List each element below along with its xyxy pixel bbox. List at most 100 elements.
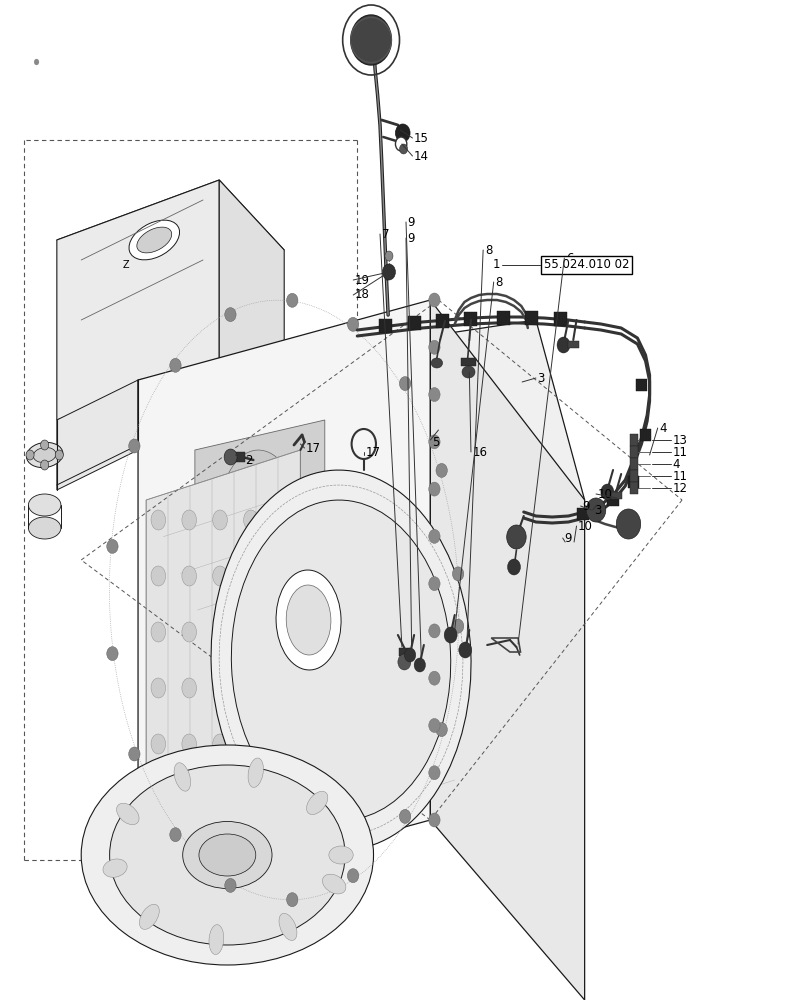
Polygon shape <box>629 458 637 470</box>
Circle shape <box>428 482 440 496</box>
Circle shape <box>384 251 393 261</box>
Ellipse shape <box>182 734 196 754</box>
Text: 11: 11 <box>672 446 686 458</box>
Text: 4: 4 <box>672 458 679 471</box>
Polygon shape <box>398 648 410 656</box>
Ellipse shape <box>328 846 353 864</box>
Text: 10: 10 <box>597 488 611 500</box>
Text: 17: 17 <box>365 446 380 458</box>
Text: 2: 2 <box>245 454 252 466</box>
Ellipse shape <box>28 494 61 516</box>
Text: 6: 6 <box>565 251 573 264</box>
Polygon shape <box>629 434 637 446</box>
Circle shape <box>452 619 463 633</box>
Circle shape <box>428 529 440 543</box>
Ellipse shape <box>212 678 227 698</box>
Circle shape <box>41 460 49 470</box>
Ellipse shape <box>212 510 227 530</box>
Circle shape <box>436 463 447 477</box>
Text: 3: 3 <box>594 504 601 516</box>
Circle shape <box>106 647 118 661</box>
Circle shape <box>428 293 440 307</box>
Circle shape <box>414 658 425 672</box>
Circle shape <box>399 377 410 391</box>
Text: 9: 9 <box>407 232 414 244</box>
Text: 13: 13 <box>672 434 686 446</box>
Ellipse shape <box>211 470 470 850</box>
Text: 5: 5 <box>431 436 439 448</box>
Circle shape <box>169 358 181 372</box>
Circle shape <box>399 144 407 154</box>
Circle shape <box>350 15 391 65</box>
Ellipse shape <box>285 585 331 655</box>
Circle shape <box>34 59 39 65</box>
Text: 3: 3 <box>537 371 544 384</box>
Circle shape <box>586 498 605 522</box>
Circle shape <box>506 525 526 549</box>
Circle shape <box>444 627 457 643</box>
Circle shape <box>225 878 236 892</box>
Text: Z: Z <box>122 260 129 270</box>
Circle shape <box>26 450 34 460</box>
Polygon shape <box>610 492 621 499</box>
Polygon shape <box>627 476 638 488</box>
Ellipse shape <box>243 734 258 754</box>
Circle shape <box>382 264 395 280</box>
Circle shape <box>428 435 440 449</box>
Ellipse shape <box>129 220 179 260</box>
Ellipse shape <box>212 566 227 586</box>
Ellipse shape <box>182 510 196 530</box>
Ellipse shape <box>182 678 196 698</box>
Circle shape <box>106 539 118 553</box>
Polygon shape <box>464 312 477 326</box>
Polygon shape <box>57 380 138 490</box>
Ellipse shape <box>28 517 61 539</box>
Circle shape <box>128 747 139 761</box>
Ellipse shape <box>322 874 345 894</box>
Text: 16: 16 <box>472 446 487 458</box>
Ellipse shape <box>199 834 255 876</box>
Text: 10: 10 <box>577 520 592 532</box>
Ellipse shape <box>212 734 227 754</box>
Ellipse shape <box>276 570 341 670</box>
Text: 9: 9 <box>564 532 571 544</box>
Circle shape <box>347 317 358 331</box>
Polygon shape <box>635 379 646 391</box>
Circle shape <box>404 648 415 662</box>
Ellipse shape <box>109 765 345 945</box>
Text: 12: 12 <box>672 482 686 494</box>
Polygon shape <box>553 312 566 326</box>
Ellipse shape <box>137 227 171 253</box>
Polygon shape <box>430 300 584 1000</box>
Circle shape <box>395 124 410 142</box>
Polygon shape <box>577 508 588 520</box>
Polygon shape <box>57 180 219 420</box>
Ellipse shape <box>243 566 258 586</box>
Ellipse shape <box>243 678 258 698</box>
Circle shape <box>286 293 298 307</box>
Ellipse shape <box>151 678 165 698</box>
Circle shape <box>452 567 463 581</box>
Ellipse shape <box>279 913 297 940</box>
Circle shape <box>397 654 410 670</box>
Polygon shape <box>629 482 637 494</box>
Circle shape <box>224 449 237 465</box>
Circle shape <box>399 809 410 823</box>
Ellipse shape <box>461 366 474 378</box>
Circle shape <box>428 813 440 827</box>
Polygon shape <box>57 180 284 310</box>
Polygon shape <box>567 341 578 348</box>
Ellipse shape <box>151 510 165 530</box>
Ellipse shape <box>182 822 272 888</box>
Circle shape <box>286 893 298 907</box>
Circle shape <box>225 308 236 322</box>
Circle shape <box>556 337 569 353</box>
Text: 15: 15 <box>414 131 428 144</box>
Circle shape <box>436 723 447 737</box>
Text: 1: 1 <box>492 258 500 271</box>
Text: 8: 8 <box>484 243 491 256</box>
Circle shape <box>128 439 139 453</box>
Polygon shape <box>496 311 509 325</box>
Ellipse shape <box>151 734 165 754</box>
Circle shape <box>169 828 181 842</box>
